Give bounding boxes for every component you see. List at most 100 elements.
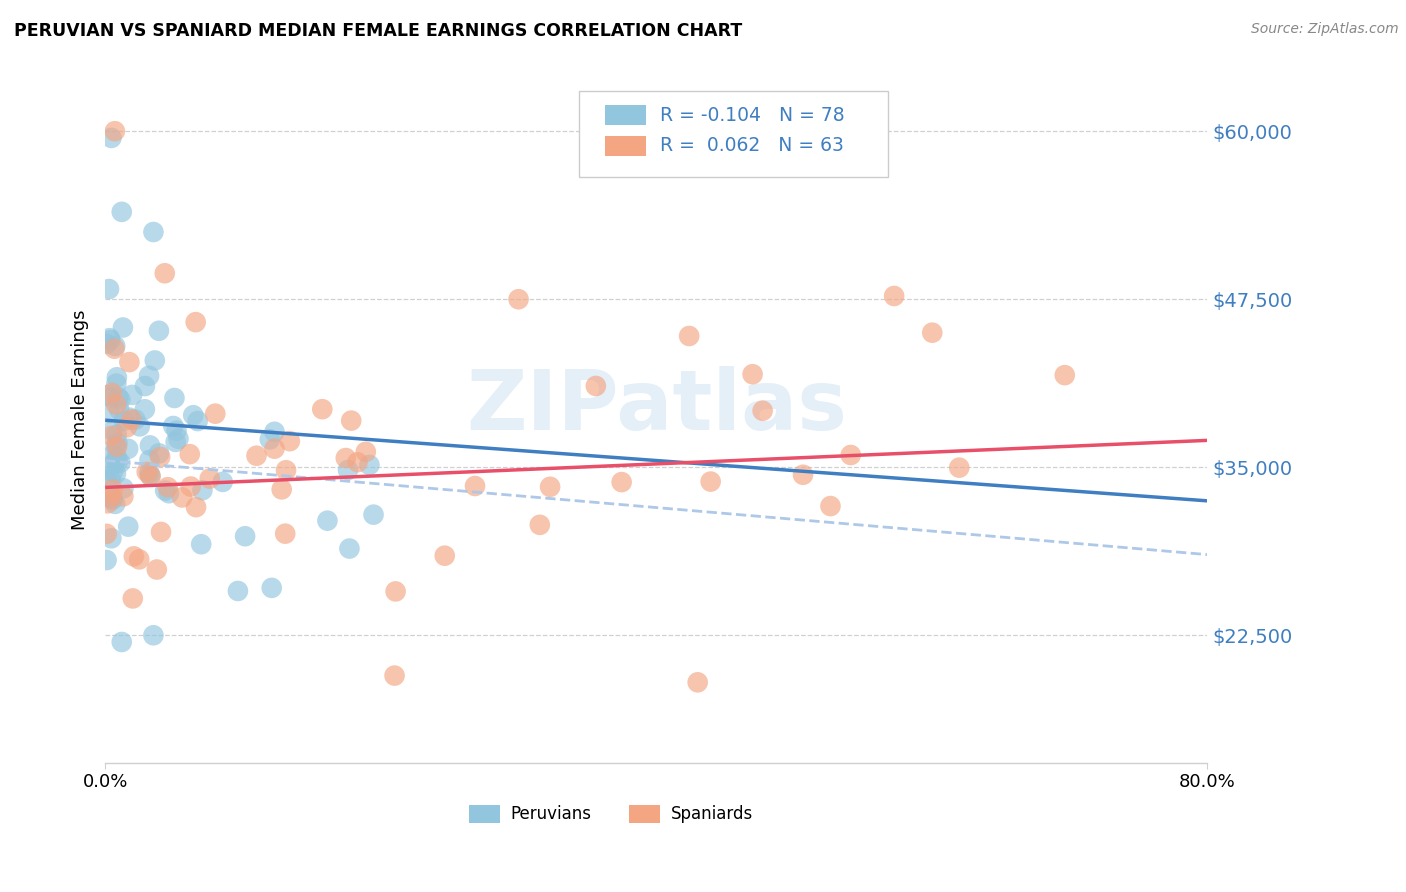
Point	[96, 337, 118, 351]
Point	[143, 353, 166, 368]
Point	[184, 500, 207, 515]
Point	[115, 420, 138, 434]
Point	[97, 496, 120, 510]
Point	[921, 326, 943, 340]
Point	[226, 584, 249, 599]
Point	[211, 475, 233, 489]
Point	[112, 489, 135, 503]
Point	[112, 481, 135, 495]
Point	[100, 429, 122, 443]
Point	[163, 391, 186, 405]
Point	[121, 591, 143, 606]
Point	[135, 465, 157, 479]
Point	[464, 479, 486, 493]
Point	[98, 282, 121, 296]
Point	[101, 424, 124, 438]
Bar	[470, 805, 499, 823]
Point	[384, 584, 406, 599]
Point	[153, 483, 176, 498]
Point	[101, 458, 124, 472]
Point	[316, 514, 339, 528]
Point	[107, 436, 129, 450]
Point	[111, 635, 134, 649]
Text: PERUVIAN VS SPANIARD MEDIAN FEMALE EARNINGS CORRELATION CHART: PERUVIAN VS SPANIARD MEDIAN FEMALE EARNI…	[14, 22, 742, 40]
Bar	[605, 105, 647, 126]
Point	[339, 541, 361, 556]
Point	[433, 549, 456, 563]
Point	[157, 486, 180, 500]
Point	[104, 439, 127, 453]
Point	[792, 467, 814, 482]
Point	[751, 403, 773, 417]
Point	[678, 329, 700, 343]
Y-axis label: Median Female Earnings: Median Female Earnings	[72, 310, 89, 531]
Point	[103, 342, 125, 356]
Point	[190, 537, 212, 551]
Point	[107, 390, 129, 404]
Point	[100, 333, 122, 347]
Point	[198, 472, 221, 486]
Point	[128, 419, 150, 434]
Point	[105, 370, 128, 384]
Point	[259, 433, 281, 447]
Point	[104, 467, 127, 481]
Point	[105, 427, 128, 442]
Point	[538, 480, 561, 494]
Point	[883, 289, 905, 303]
Point	[134, 379, 156, 393]
Point	[610, 475, 633, 489]
Point	[172, 491, 194, 505]
Text: Peruvians: Peruvians	[510, 805, 592, 823]
Bar	[605, 136, 647, 156]
Point	[101, 385, 124, 400]
Point	[166, 424, 188, 438]
Point	[162, 419, 184, 434]
Point	[359, 458, 381, 472]
Point	[98, 406, 121, 420]
Point	[153, 266, 176, 280]
Point	[100, 131, 122, 145]
Point	[270, 483, 292, 497]
Point	[118, 355, 141, 369]
Point	[337, 463, 360, 477]
Point	[191, 483, 214, 498]
Text: ZIPatlas: ZIPatlas	[465, 366, 846, 447]
Point	[148, 324, 170, 338]
Point	[101, 491, 124, 506]
Point	[105, 376, 128, 391]
Point	[134, 402, 156, 417]
Point	[263, 425, 285, 439]
Point	[245, 449, 267, 463]
Point	[699, 475, 721, 489]
Point	[233, 529, 256, 543]
Point	[112, 414, 135, 428]
Point	[150, 524, 173, 539]
Point	[96, 526, 118, 541]
Point	[110, 392, 132, 407]
Point	[149, 450, 172, 464]
Point	[100, 472, 122, 486]
Point	[111, 205, 134, 219]
Point	[128, 552, 150, 566]
Point	[104, 454, 127, 468]
Point	[340, 414, 363, 428]
Point	[117, 442, 139, 456]
Point	[274, 526, 297, 541]
Point	[148, 446, 170, 460]
Point	[105, 440, 128, 454]
Point	[108, 402, 131, 417]
Point	[204, 407, 226, 421]
Point	[274, 463, 297, 477]
Point	[101, 483, 124, 497]
Point	[167, 432, 190, 446]
Point	[138, 453, 160, 467]
Point	[104, 497, 127, 511]
FancyBboxPatch shape	[579, 91, 887, 177]
Point	[585, 379, 607, 393]
Point	[97, 388, 120, 402]
Text: Spaniards: Spaniards	[671, 805, 754, 823]
Point	[104, 124, 127, 138]
Point	[165, 434, 187, 449]
Point	[741, 368, 763, 382]
Point	[98, 331, 121, 345]
